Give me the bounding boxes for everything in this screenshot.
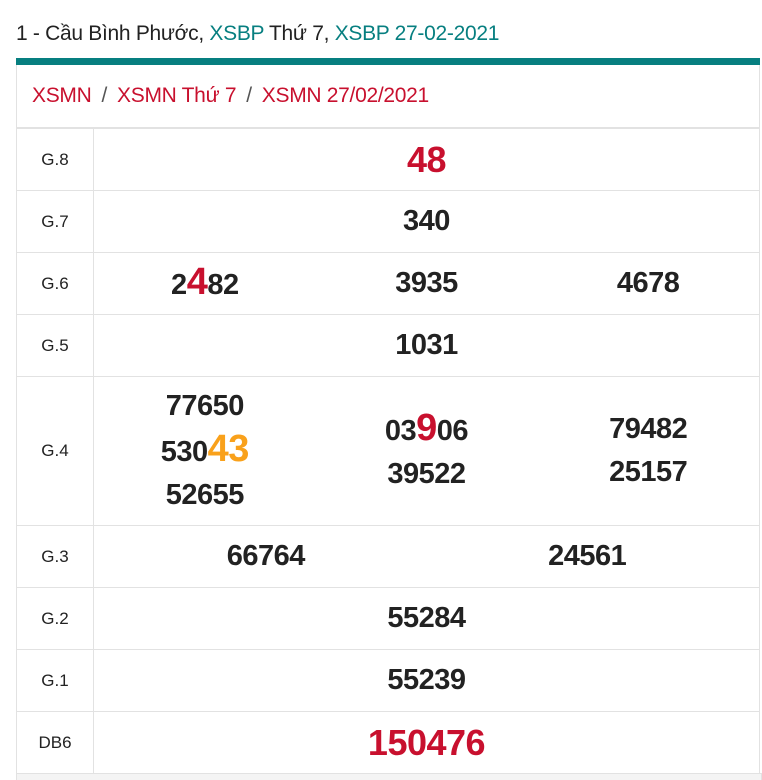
number-column: 77650 53043 52655 (95, 385, 314, 517)
xsbp-link[interactable]: XSBP (209, 22, 264, 45)
prize-numbers: 2482 3935 4678 (93, 252, 760, 315)
highlighted-digits: 43 (207, 428, 250, 470)
number-digits: 55284 (387, 602, 466, 634)
prize-numbers: 55239 (93, 649, 760, 712)
prize-label: G.5 (16, 314, 94, 377)
lottery-number: 340 (403, 200, 450, 243)
results-table: G.8 48 G.7 340 G.6 2482 3935 4678 G.5 1031 G.4 7765… (16, 128, 760, 774)
lottery-number: 55239 (387, 659, 466, 702)
lottery-number: 150476 (367, 721, 486, 764)
prize-row: G.8 48 (16, 128, 760, 191)
lottery-number: 39522 (387, 453, 466, 496)
lottery-number: 48 (406, 138, 447, 181)
lottery-number: 53043 (160, 428, 250, 474)
xsbp-date-link[interactable]: XSBP 27-02-2021 (334, 22, 500, 45)
prize-numbers: 1031 (93, 314, 760, 377)
breadcrumb: XSMN / XSMN Thứ 7 / XSMN 27/02/2021 (16, 65, 760, 128)
number-digits: 25157 (609, 456, 688, 488)
prize-row: G.5 1031 (16, 314, 760, 377)
lottery-number: 2482 (171, 261, 239, 307)
number-column: 24561 (438, 535, 737, 578)
heading-mid: Thứ 7, (263, 22, 335, 45)
number-digits: 340 (403, 205, 450, 237)
prize-label: G.3 (16, 525, 94, 588)
prize-label: G.1 (16, 649, 94, 712)
prize-row: G.4 77650 53043 52655 03906 39522 79482 25157 (16, 376, 760, 526)
prize-numbers: 150476 (93, 711, 760, 774)
number-digits: 24561 (548, 540, 627, 572)
prize-numbers: 77650 53043 52655 03906 39522 79482 25157 (93, 376, 760, 526)
lottery-number: 03906 (384, 406, 469, 453)
prize-label: DB6 (16, 711, 94, 774)
prize-row: G.6 2482 3935 4678 (16, 252, 760, 315)
number-column: 79482 25157 (538, 408, 757, 494)
highlighted-digits: 9 (416, 406, 437, 449)
number-digits: 52655 (165, 479, 245, 511)
breadcrumb-xsmn-date[interactable]: XSMN 27/02/2021 (261, 84, 429, 107)
number-digits: 77650 (165, 390, 245, 422)
number-column: 03906 39522 (317, 407, 536, 496)
number-digits: 03 (384, 414, 417, 447)
number-column: 66764 (116, 535, 415, 578)
number-column: 55284 (94, 597, 759, 640)
lottery-number: 24561 (548, 535, 627, 578)
number-column: 2482 (95, 261, 314, 307)
number-column: 4678 (538, 262, 757, 305)
number-digits: 66764 (226, 540, 306, 572)
prize-label: G.4 (16, 376, 94, 526)
highlighted-digits: 4 (186, 260, 208, 303)
number-digits: 48 (406, 139, 447, 180)
lottery-number: 3935 (395, 262, 458, 305)
lottery-number: 79482 (609, 408, 688, 451)
prize-row: G.2 55284 (16, 587, 760, 650)
lottery-number: 77650 (165, 385, 245, 428)
number-column: 150476 (94, 721, 759, 764)
prize-numbers: 66764 24561 (93, 525, 760, 588)
prize-label: G.7 (16, 190, 94, 253)
number-column: 55239 (94, 659, 759, 702)
number-digits: 2 (171, 268, 187, 301)
heading-prefix: 1 - Cầu Bình Phước, (16, 22, 210, 45)
number-digits: 79482 (609, 413, 688, 445)
number-digits: 06 (436, 414, 469, 447)
page-heading: 1 - Cầu Bình Phước, XSBP Thứ 7, XSBP 27-… (16, 22, 499, 46)
number-digits: 82 (207, 268, 239, 301)
number-digits: 530 (160, 436, 208, 468)
prize-row: G.7 340 (16, 190, 760, 253)
results-box: XSMN / XSMN Thứ 7 / XSMN 27/02/2021 G.8 4… (16, 58, 760, 774)
lottery-number: 4678 (617, 262, 680, 305)
breadcrumb-separator: / (101, 84, 108, 107)
number-digits: 55239 (387, 664, 466, 696)
prize-numbers: 340 (93, 190, 760, 253)
number-column: 340 (94, 200, 759, 243)
number-digits: 3935 (395, 267, 458, 299)
number-digits: 150476 (367, 722, 486, 763)
prize-numbers: 55284 (93, 587, 760, 650)
breadcrumb-separator: / (246, 84, 252, 107)
number-digits: 39522 (387, 457, 466, 490)
lottery-number: 25157 (609, 451, 688, 494)
prize-row: G.3 66764 24561 (16, 525, 760, 588)
number-column: 48 (94, 138, 759, 181)
breadcrumb-xsmn[interactable]: XSMN (32, 84, 92, 107)
breadcrumb-xsmn-thu7[interactable]: XSMN Thứ 7 (117, 84, 237, 107)
lottery-number: 1031 (395, 324, 458, 367)
prize-row: G.1 55239 (16, 649, 760, 712)
number-digits: 1031 (395, 329, 458, 361)
prize-label: G.2 (16, 587, 94, 650)
number-column: 3935 (317, 262, 536, 305)
prize-label: G.8 (16, 128, 94, 191)
prize-label: G.6 (16, 252, 94, 315)
lottery-number: 66764 (226, 535, 306, 578)
number-digits: 4678 (616, 267, 680, 299)
prize-row: DB6 150476 (16, 711, 760, 774)
number-column: 1031 (94, 324, 759, 367)
lottery-number: 52655 (165, 474, 245, 517)
prize-numbers: 48 (93, 128, 760, 191)
lottery-number: 55284 (387, 597, 466, 640)
